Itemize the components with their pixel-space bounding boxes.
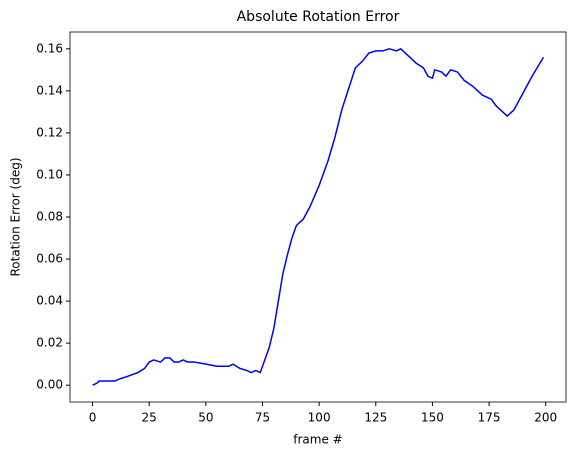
data-line <box>92 48 545 386</box>
x-tick-label: 50 <box>198 411 213 425</box>
y-tick-label: 0.06 <box>36 252 63 266</box>
y-tick-label: 0.16 <box>36 41 63 55</box>
x-tick-label: 125 <box>364 411 387 425</box>
x-axis-label: frame # <box>293 433 342 447</box>
y-tick-label: 0.08 <box>36 210 63 224</box>
y-tick-label: 0.02 <box>36 336 63 350</box>
x-tick-label: 175 <box>478 411 501 425</box>
x-tick-label: 100 <box>308 411 331 425</box>
y-tick-label: 0.10 <box>36 167 63 181</box>
y-tick-label: 0.14 <box>36 83 63 97</box>
x-tick-label: 75 <box>255 411 270 425</box>
x-tick-label: 150 <box>421 411 444 425</box>
x-tick-label: 200 <box>534 411 557 425</box>
x-tick-label: 25 <box>142 411 157 425</box>
y-axis-label: Rotation Error (deg) <box>9 157 23 276</box>
x-tick-label: 0 <box>89 411 97 425</box>
chart-title: Absolute Rotation Error <box>237 9 400 25</box>
y-tick-label: 0.12 <box>36 125 63 139</box>
y-tick-label: 0.00 <box>36 378 63 392</box>
y-tick-label: 0.04 <box>36 294 63 308</box>
plot-frame <box>69 31 567 403</box>
